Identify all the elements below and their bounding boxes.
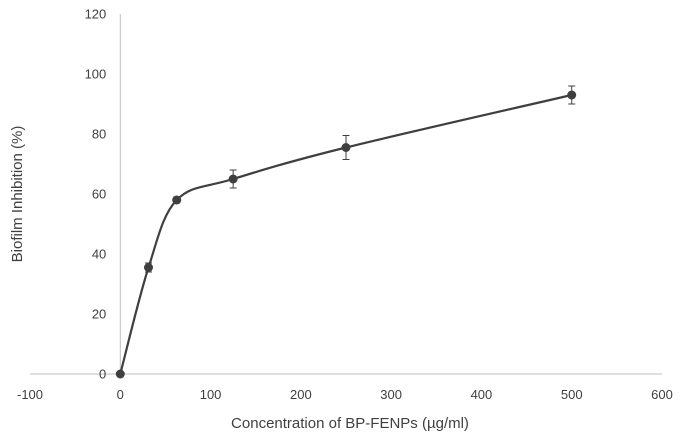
x-tick-labels: -100 0 100 200 300 400 500 600 bbox=[17, 387, 673, 402]
data-point bbox=[144, 263, 153, 272]
y-tick-label: 100 bbox=[85, 67, 107, 82]
data-point bbox=[567, 90, 577, 100]
y-tick-label: 120 bbox=[85, 7, 107, 22]
data-point bbox=[341, 143, 351, 152]
y-tick-label: 80 bbox=[92, 127, 106, 142]
x-tick-label: 0 bbox=[117, 387, 124, 402]
y-tick-label: 0 bbox=[99, 367, 106, 382]
y-tick-label: 60 bbox=[92, 187, 106, 202]
x-tick-label: 500 bbox=[561, 387, 583, 402]
x-tick-label: 300 bbox=[380, 387, 402, 402]
data-point bbox=[115, 369, 125, 379]
y-axis-title: Biofilm Inhibition (%) bbox=[9, 126, 26, 263]
data-point bbox=[228, 174, 238, 184]
y-tick-label: 20 bbox=[92, 307, 106, 322]
series-line bbox=[119, 93, 572, 375]
x-tick-label: -100 bbox=[17, 387, 43, 402]
data-point bbox=[172, 195, 182, 205]
x-axis-title: Concentration of BP-FENPs (µg/ml) bbox=[231, 415, 469, 432]
x-tick-label: 400 bbox=[471, 387, 493, 402]
series bbox=[115, 85, 577, 379]
axes bbox=[30, 14, 662, 375]
y-tick-label: 40 bbox=[92, 247, 106, 262]
x-tick-label: 100 bbox=[200, 387, 222, 402]
y-tick-labels: 0 20 40 60 80 100 120 bbox=[85, 7, 107, 382]
x-tick-label: 200 bbox=[290, 387, 312, 402]
x-tick-label: 600 bbox=[651, 387, 673, 402]
